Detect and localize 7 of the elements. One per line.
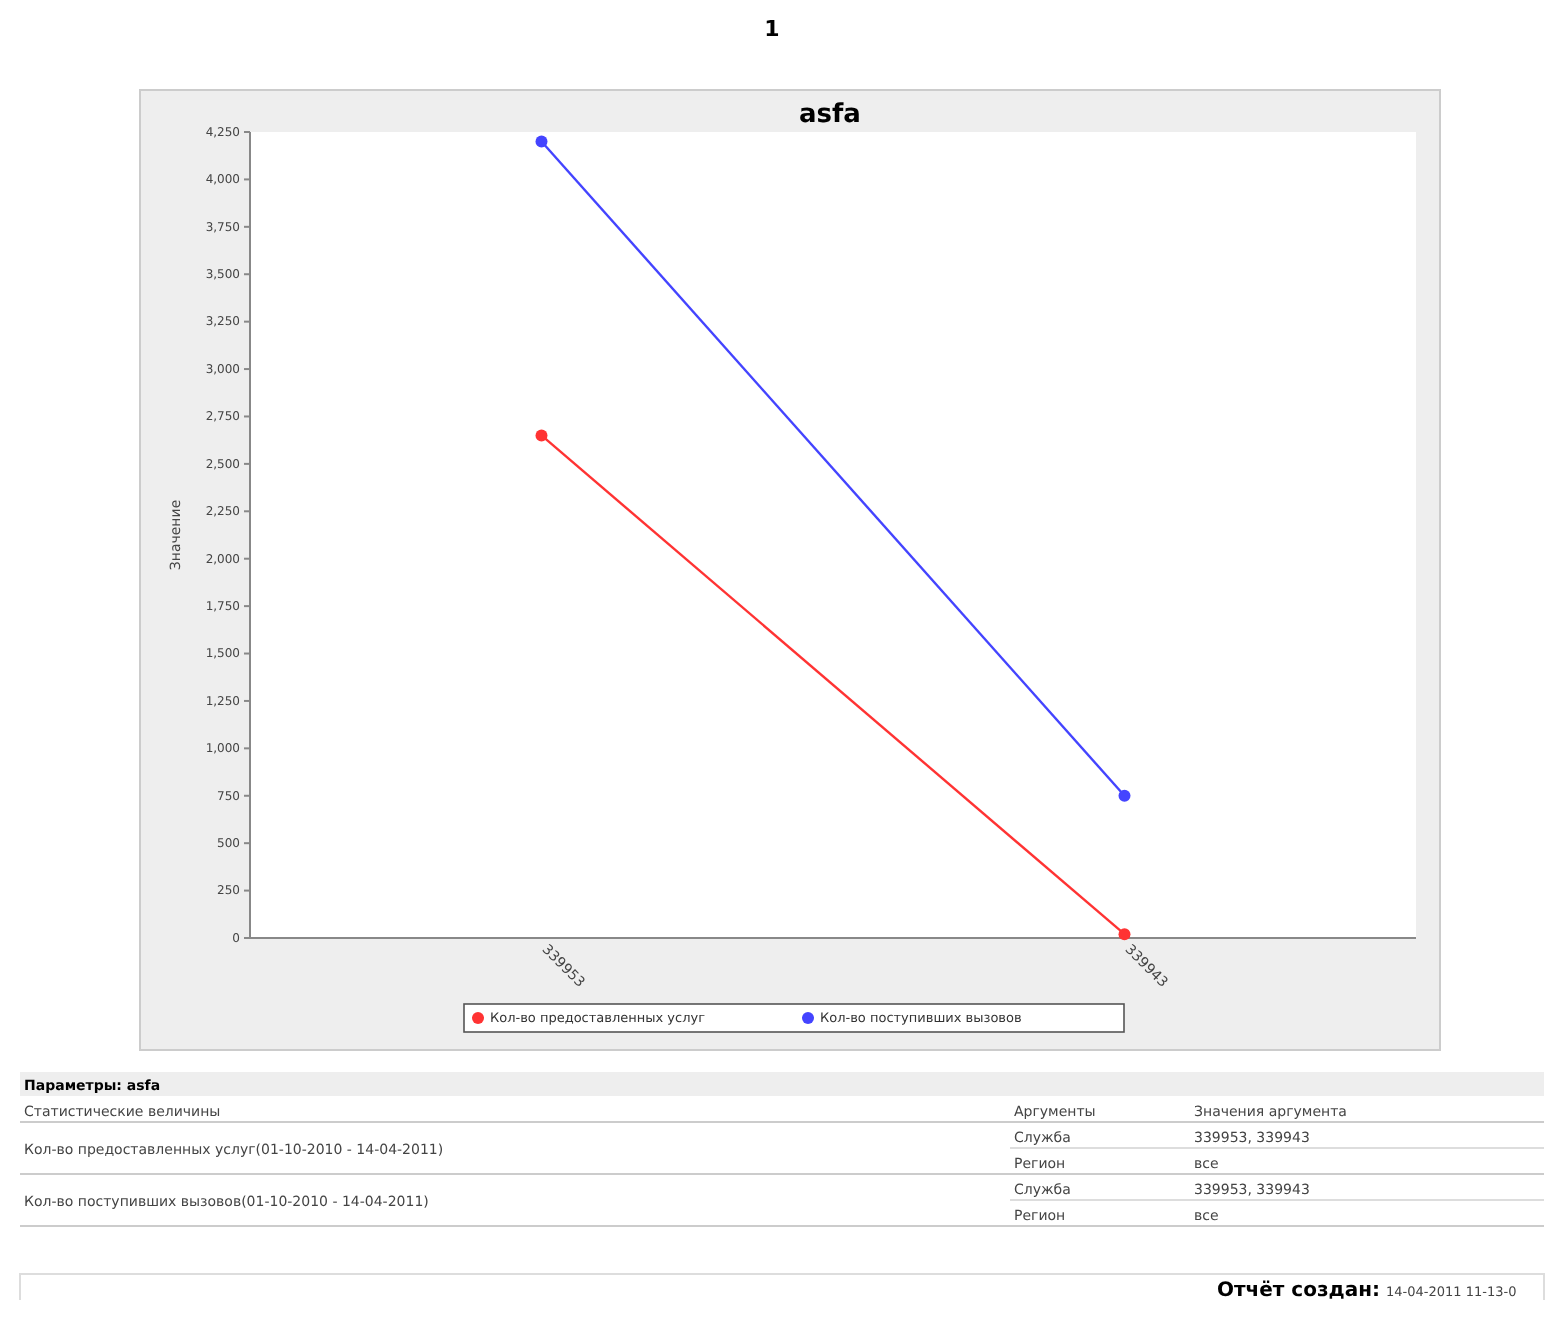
text: Отчёт создан:	[1216, 1280, 1380, 1302]
chart-title: asfa	[799, 100, 861, 130]
point	[535, 429, 548, 442]
text: 1	[764, 16, 780, 42]
point	[1118, 928, 1131, 941]
point	[535, 135, 548, 148]
point	[1118, 789, 1131, 802]
